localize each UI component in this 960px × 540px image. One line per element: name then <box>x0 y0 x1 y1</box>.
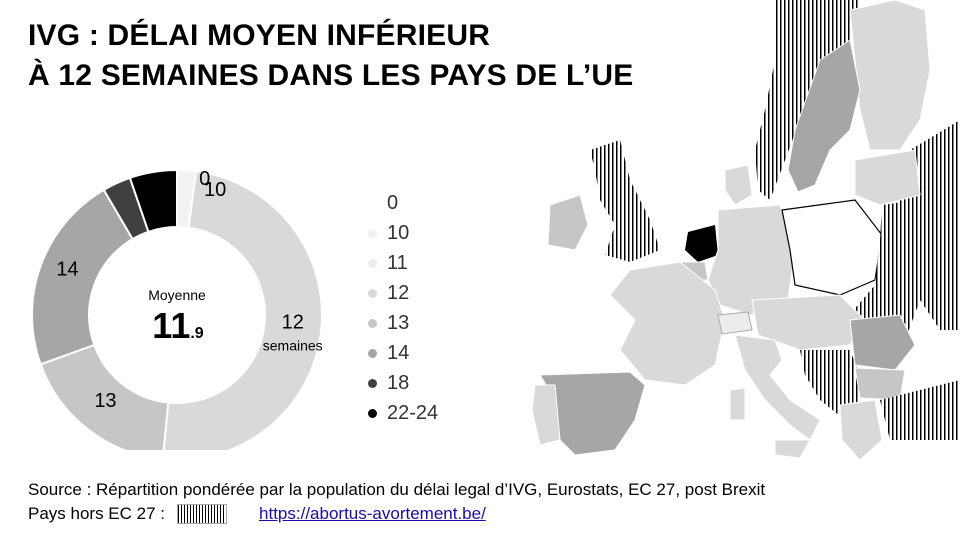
chart-title: IVG : DÉLAI MOYEN INFÉRIEUR À 12 SEMAINE… <box>28 16 634 96</box>
center-label: Moyenne <box>148 287 206 303</box>
footer: Source : Répartition pondérée par la pop… <box>28 478 765 526</box>
slice-label-14: 14 <box>56 258 78 280</box>
outside-eu-label: Pays hors EC 27 : <box>28 504 166 523</box>
legend-item-18: 18 <box>368 368 438 398</box>
legend-label: 11 <box>387 251 408 274</box>
legend-dot-icon <box>368 198 377 208</box>
legend-item-13: 13 <box>368 308 438 338</box>
slice-label-13: 13 <box>94 390 116 412</box>
map-ireland <box>547 194 589 251</box>
legend-label: 14 <box>387 341 410 364</box>
donut-slice-14 <box>31 188 134 366</box>
legend-dot-icon <box>368 348 377 358</box>
map-denmark <box>724 164 753 206</box>
legend-dot-icon <box>368 318 377 328</box>
map-romania <box>849 314 916 371</box>
map-ukraine <box>845 200 920 345</box>
slice-label-12: 12 <box>282 311 304 333</box>
source-note: Source : Répartition pondérée par la pop… <box>28 480 766 499</box>
legend-item-22-24: 22-24 <box>368 398 438 428</box>
legend-dot-icon <box>368 228 377 238</box>
chart-legend: 0 10 11 12 13 14 18 22-24 <box>368 188 438 428</box>
legend-dot-icon <box>368 378 377 388</box>
map-greece <box>839 399 883 461</box>
slice-label-10: 10 <box>204 179 226 201</box>
center-value: 11.9 <box>152 305 204 346</box>
legend-label: 10 <box>387 221 410 244</box>
legend-item-0: 0 <box>368 188 438 218</box>
donut-slice-22-24 <box>128 168 178 234</box>
slice-label-0: 0 <box>199 168 210 190</box>
legend-label: 13 <box>387 311 410 334</box>
title-line-2: À 12 SEMAINES DANS LES PAYS DE L’UE <box>28 59 634 92</box>
map-central <box>751 294 866 351</box>
center-value-dec: .9 <box>190 325 203 342</box>
map-switzerland <box>717 311 753 335</box>
map-netherlands <box>685 225 718 262</box>
legend-label: 12 <box>387 281 410 304</box>
legend-item-14: 14 <box>368 338 438 368</box>
slice-unit-12: semaines <box>263 337 323 353</box>
legend-item-10: 10 <box>368 218 438 248</box>
legend-dot-icon <box>368 408 377 418</box>
map-sardinia <box>729 387 746 421</box>
map-sweden <box>787 39 861 193</box>
donut-slice-12 <box>162 170 323 450</box>
map-sicily <box>774 439 811 459</box>
legend-dot-icon <box>368 288 377 298</box>
map-italy <box>734 334 821 441</box>
title-line-1: IVG : DÉLAI MOYEN INFÉRIEUR <box>28 19 491 52</box>
europe-map <box>531 0 960 461</box>
donut-chart: 010 12 semaines 13 14 Moyenne 11.9 <box>31 168 323 450</box>
legend-label: 22-24 <box>387 401 439 424</box>
map-balkans <box>800 350 865 420</box>
map-portugal <box>531 384 561 446</box>
legend-dot-icon <box>368 258 377 268</box>
map-baltics <box>854 149 921 206</box>
legend-item-11: 11 <box>368 248 438 278</box>
hatch-swatch <box>177 504 228 524</box>
map-bulgaria <box>854 367 906 401</box>
legend-label: 18 <box>387 371 410 394</box>
map-finland <box>849 0 931 151</box>
map-uk <box>590 140 660 262</box>
center-value-int: 11 <box>152 305 190 346</box>
legend-item-12: 12 <box>368 278 438 308</box>
map-france <box>609 261 726 386</box>
map-turkey <box>880 380 960 440</box>
map-poland <box>781 199 883 296</box>
source-link[interactable]: https://abortus-avortement.be/ <box>259 504 486 523</box>
outside-eu-row: Pays hors EC 27 : https://abortus-avorte… <box>28 502 765 526</box>
legend-label: 0 <box>387 191 399 214</box>
